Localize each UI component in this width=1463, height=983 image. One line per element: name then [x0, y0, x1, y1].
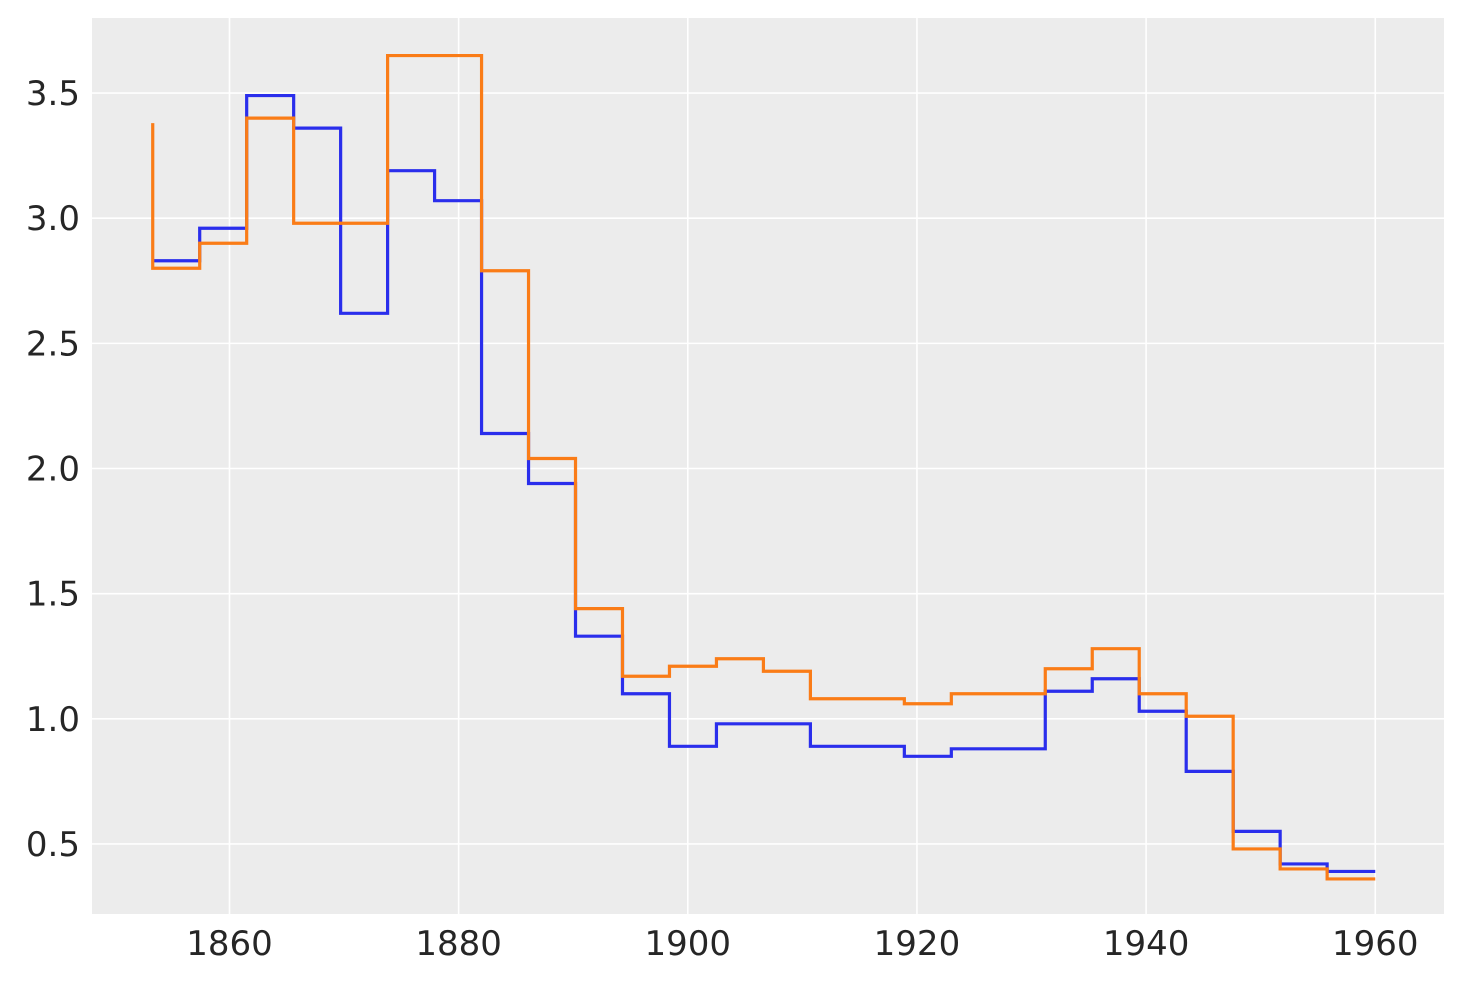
grid-lines [92, 18, 1444, 914]
y-tick-label: 3.0 [26, 199, 80, 239]
y-tick-label: 2.5 [26, 324, 80, 364]
x-axis: 1860 1880 1900 1920 1940 1960 [186, 924, 1418, 964]
series-1-step-line [151, 53, 1376, 881]
x-tick-label: 1920 [874, 924, 961, 964]
y-tick-label: 1.0 [26, 700, 80, 740]
y-tick-label: 1.5 [26, 575, 80, 615]
y-axis: 0.5 1.0 1.5 2.0 2.5 3.0 3.5 [26, 74, 80, 865]
plot-area [92, 18, 1444, 914]
series-layer [151, 53, 1376, 881]
x-tick-label: 1900 [645, 924, 732, 964]
y-tick-label: 2.0 [26, 450, 80, 490]
x-tick-label: 1940 [1103, 924, 1190, 964]
x-tick-label: 1960 [1332, 924, 1419, 964]
y-tick-label: 3.5 [26, 74, 80, 114]
x-tick-label: 1860 [186, 924, 273, 964]
x-tick-label: 1880 [415, 924, 502, 964]
y-tick-label: 0.5 [26, 825, 80, 865]
